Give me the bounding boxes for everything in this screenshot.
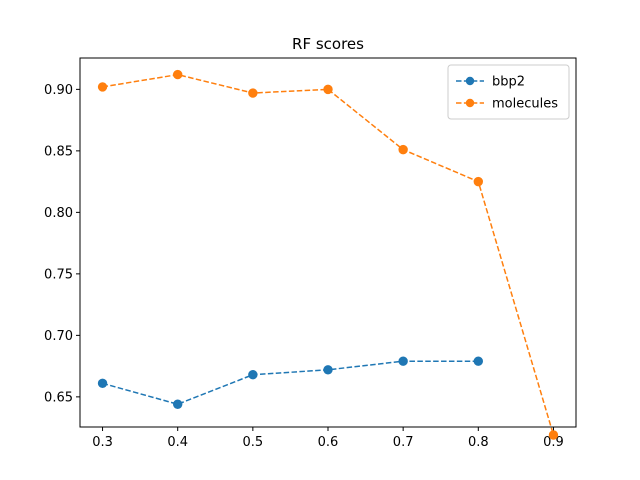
data-point-molecules (548, 430, 559, 440)
series-layer (97, 69, 559, 440)
y-axis: 0.65 0.70 0.75 0.80 0.85 0.90 (44, 83, 80, 405)
data-point-bbp2 (398, 356, 408, 366)
legend-marker (465, 98, 475, 108)
series-molecules (97, 69, 559, 440)
legend-label: molecules (492, 97, 558, 112)
legend-item-molecules: molecules (456, 97, 558, 112)
data-point-bbp2 (97, 378, 108, 389)
y-tick-label: 0.65 (44, 390, 73, 405)
x-tick-label: 0.3 (92, 435, 113, 450)
series-bbp2 (97, 356, 484, 409)
x-tick-label: 0.6 (318, 435, 339, 450)
data-point-molecules (172, 69, 183, 80)
data-point-bbp2 (248, 370, 258, 380)
x-tick-label: 0.7 (393, 435, 414, 450)
y-tick-label: 0.85 (44, 144, 73, 159)
data-point-bbp2 (473, 356, 484, 366)
series-line-bbp2 (102, 360, 479, 406)
data-point-molecules (97, 82, 108, 92)
x-tick-label: 0.8 (468, 435, 489, 450)
chart-title: RF scores (292, 35, 364, 53)
x-tick-label: 0.5 (243, 435, 264, 450)
x-axis: 0.3 0.4 0.5 0.6 0.7 0.8 0.9 (92, 427, 564, 450)
axes-frame (79, 57, 577, 428)
data-point-bbp2 (323, 365, 333, 375)
legend-marker (465, 76, 475, 86)
data-point-bbp2 (172, 399, 183, 409)
data-point-molecules (473, 176, 484, 187)
legend-item-bbp2: bbp2 (456, 75, 525, 90)
x-tick-label: 0.9 (543, 435, 564, 450)
y-tick-label: 0.80 (44, 206, 73, 221)
y-tick-label: 0.70 (44, 329, 73, 344)
data-point-molecules (248, 88, 258, 98)
data-point-molecules (398, 144, 408, 155)
legend: bbp2 molecules (447, 64, 570, 120)
legend-label: bbp2 (492, 75, 525, 90)
x-tick-label: 0.4 (167, 435, 188, 450)
legend-box (447, 64, 570, 120)
y-tick-label: 0.75 (44, 267, 73, 282)
series-line-molecules (102, 73, 555, 436)
y-tick-label: 0.90 (44, 83, 73, 98)
data-point-molecules (323, 84, 333, 95)
